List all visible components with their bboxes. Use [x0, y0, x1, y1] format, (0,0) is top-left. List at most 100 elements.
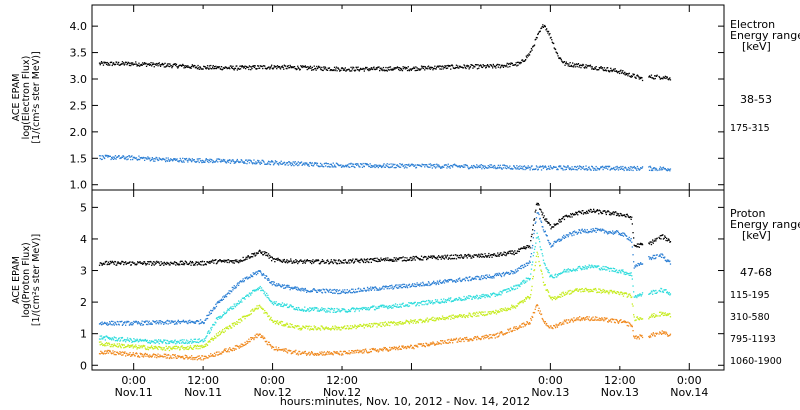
data-point — [446, 67, 449, 69]
data-point — [441, 255, 443, 257]
data-point — [169, 264, 171, 266]
data-point — [273, 163, 275, 165]
data-point — [245, 277, 247, 280]
data-point — [620, 69, 622, 71]
data-point — [403, 167, 406, 169]
data-point — [514, 288, 517, 290]
data-point — [216, 66, 218, 69]
data-point — [612, 168, 614, 170]
data-point — [307, 290, 309, 292]
data-point — [139, 346, 141, 348]
data-point — [269, 318, 272, 320]
data-point — [457, 280, 459, 282]
data-point — [446, 254, 449, 256]
data-point — [526, 245, 529, 247]
data-point — [296, 325, 298, 328]
data-point — [521, 264, 523, 267]
data-point — [177, 67, 179, 69]
data-point — [415, 66, 417, 68]
data-point — [196, 264, 198, 266]
data-point — [292, 164, 294, 166]
data-point — [265, 68, 267, 70]
data-point — [319, 165, 321, 168]
data-point — [663, 257, 665, 259]
data-point — [333, 327, 335, 329]
data-point — [364, 306, 366, 309]
data-point — [489, 277, 491, 279]
data-point — [311, 69, 313, 71]
data-point — [351, 70, 353, 72]
data-point — [193, 322, 195, 324]
data-point — [103, 61, 105, 63]
data-point — [560, 221, 562, 223]
data-point — [193, 159, 195, 161]
data-point — [259, 250, 261, 252]
data-point — [270, 161, 272, 163]
data-point — [563, 237, 566, 239]
data-point — [298, 261, 300, 263]
data-point — [232, 305, 234, 308]
data-point — [445, 280, 447, 282]
data-point — [608, 268, 610, 270]
data-point — [525, 281, 527, 284]
data-point — [288, 260, 291, 263]
data-point — [415, 283, 417, 286]
data-point — [667, 259, 670, 261]
data-point — [342, 262, 344, 264]
data-point — [158, 159, 160, 161]
data-point — [376, 307, 378, 310]
data-point — [187, 342, 190, 344]
data-point — [596, 266, 598, 269]
data-point — [421, 285, 423, 287]
data-point — [505, 165, 507, 167]
y-tick-label: 1.0 — [70, 179, 88, 192]
data-point — [147, 157, 150, 159]
data-point — [220, 298, 223, 300]
data-point — [354, 310, 356, 313]
data-point — [365, 164, 367, 166]
data-point — [233, 325, 235, 327]
data-point — [537, 236, 539, 238]
data-point — [148, 320, 150, 322]
data-point — [648, 242, 650, 244]
data-point — [476, 68, 479, 70]
data-point — [278, 303, 280, 305]
data-point — [209, 67, 211, 69]
data-point — [229, 324, 231, 327]
data-point — [313, 325, 315, 327]
data-point — [168, 341, 170, 343]
data-point — [169, 322, 171, 324]
data-point — [549, 243, 551, 246]
data-point — [419, 258, 421, 260]
data-point — [525, 265, 527, 267]
data-point — [219, 317, 221, 319]
data-point — [285, 65, 287, 67]
data-point — [450, 301, 452, 303]
data-point — [636, 243, 639, 245]
data-point — [128, 155, 131, 157]
data-point — [466, 257, 468, 259]
data-point — [206, 314, 208, 317]
data-point — [403, 165, 405, 167]
data-point — [339, 260, 341, 262]
data-point — [133, 338, 135, 340]
data-point — [191, 65, 193, 68]
data-point — [112, 320, 114, 323]
data-point — [228, 309, 230, 311]
data-point — [258, 250, 260, 252]
data-point — [208, 161, 210, 164]
data-point — [227, 259, 230, 261]
data-point — [504, 164, 506, 167]
data-point — [375, 165, 378, 168]
plot-frame — [91, 189, 725, 371]
data-point — [355, 327, 357, 330]
data-point — [525, 59, 527, 61]
data-point — [561, 217, 564, 220]
data-point — [367, 324, 369, 326]
data-point — [259, 162, 261, 164]
data-point — [205, 336, 207, 338]
data-point — [139, 65, 141, 67]
data-point — [515, 284, 517, 286]
data-point — [359, 163, 362, 165]
data-point — [335, 291, 338, 293]
